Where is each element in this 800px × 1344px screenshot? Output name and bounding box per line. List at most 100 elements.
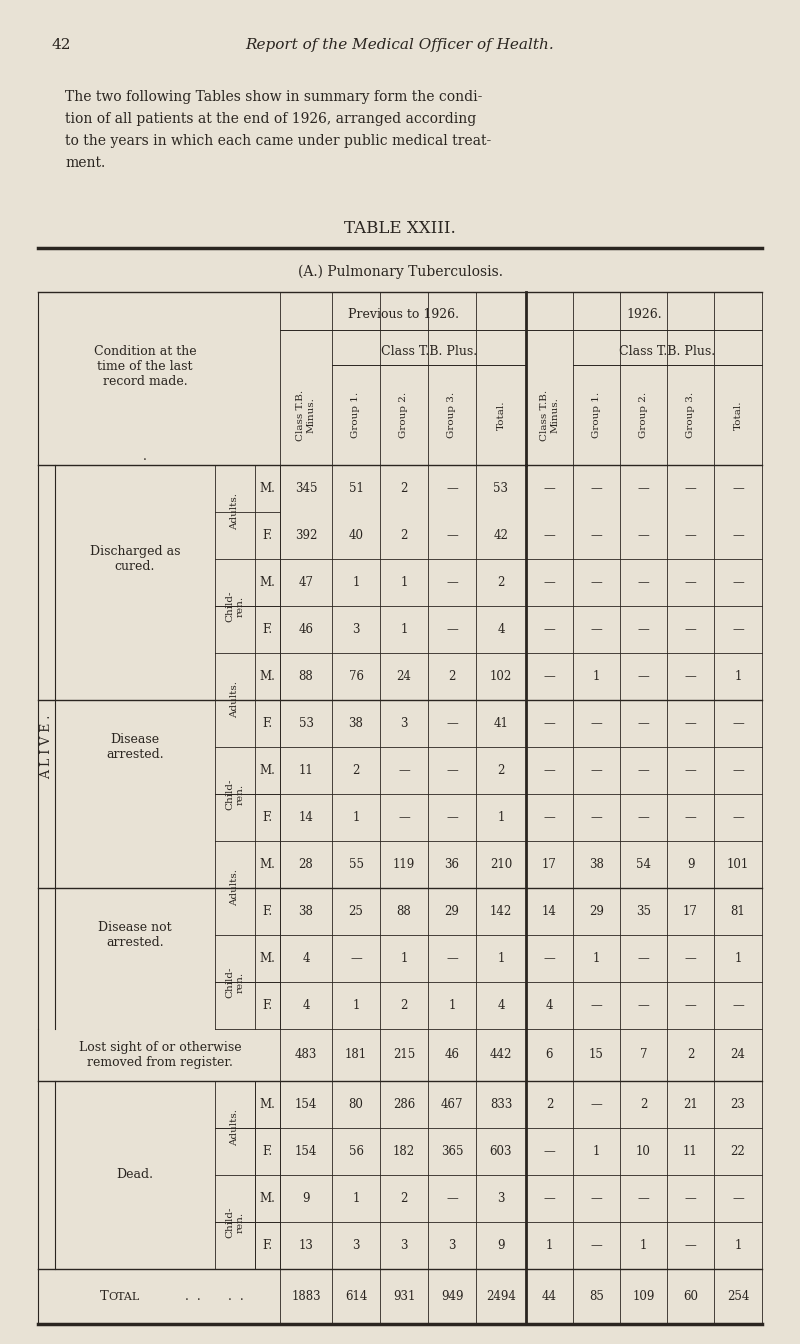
Text: Condition at the
time of the last
record made.: Condition at the time of the last record… (94, 345, 196, 388)
Text: 3: 3 (400, 1239, 408, 1253)
Text: —: — (732, 577, 744, 589)
Text: 88: 88 (298, 671, 314, 683)
Text: —: — (685, 716, 696, 730)
Text: —: — (685, 952, 696, 965)
Text: Disease not
arrested.: Disease not arrested. (98, 921, 172, 949)
Text: 1: 1 (734, 952, 742, 965)
Text: 467: 467 (441, 1098, 463, 1111)
Text: The two following Tables show in summary form the condi-: The two following Tables show in summary… (65, 90, 482, 103)
Text: 29: 29 (445, 905, 459, 918)
Text: 10: 10 (636, 1145, 651, 1159)
Text: 76: 76 (349, 671, 363, 683)
Text: F.: F. (262, 530, 273, 542)
Text: —: — (446, 482, 458, 495)
Text: 22: 22 (730, 1145, 746, 1159)
Text: —: — (685, 671, 696, 683)
Text: —: — (350, 952, 362, 965)
Text: 3: 3 (352, 624, 360, 636)
Text: 2: 2 (400, 1192, 408, 1206)
Text: 215: 215 (393, 1048, 415, 1062)
Text: 17: 17 (542, 857, 557, 871)
Text: 47: 47 (298, 577, 314, 589)
Text: —: — (398, 810, 410, 824)
Text: —: — (544, 624, 555, 636)
Text: 24: 24 (397, 671, 411, 683)
Text: —: — (590, 624, 602, 636)
Text: M.: M. (259, 952, 275, 965)
Text: 36: 36 (445, 857, 459, 871)
Text: —: — (732, 763, 744, 777)
Text: 4: 4 (302, 952, 310, 965)
Text: 11: 11 (298, 763, 314, 777)
Text: 1926.: 1926. (626, 308, 662, 321)
Text: Group 3.: Group 3. (447, 392, 457, 438)
Text: 85: 85 (589, 1290, 604, 1302)
Text: 154: 154 (295, 1145, 317, 1159)
Text: 1883: 1883 (291, 1290, 321, 1302)
Text: Adults.: Adults. (230, 493, 239, 531)
Text: —: — (544, 810, 555, 824)
Text: F.: F. (262, 999, 273, 1012)
Text: 2: 2 (687, 1048, 694, 1062)
Text: Report of the Medical Officer of Health.: Report of the Medical Officer of Health. (246, 38, 554, 52)
Text: 60: 60 (683, 1290, 698, 1302)
Text: Disease
arrested.: Disease arrested. (106, 732, 164, 761)
Text: —: — (638, 763, 650, 777)
Text: —: — (544, 1145, 555, 1159)
Text: 25: 25 (349, 905, 363, 918)
Text: T: T (100, 1290, 109, 1302)
Text: tion of all patients at the end of 1926, arranged according: tion of all patients at the end of 1926,… (65, 112, 476, 126)
Text: —: — (590, 577, 602, 589)
Text: F.: F. (262, 624, 273, 636)
Text: Discharged as
cured.: Discharged as cured. (90, 546, 180, 573)
Text: Group 2.: Group 2. (399, 392, 409, 438)
Text: 101: 101 (727, 857, 749, 871)
Text: 4: 4 (302, 999, 310, 1012)
Text: —: — (685, 1239, 696, 1253)
Text: 56: 56 (349, 1145, 363, 1159)
Text: 1: 1 (734, 1239, 742, 1253)
Text: 46: 46 (298, 624, 314, 636)
Text: 210: 210 (490, 857, 512, 871)
Text: 6: 6 (546, 1048, 554, 1062)
Text: —: — (544, 530, 555, 542)
Text: 1: 1 (400, 952, 408, 965)
Text: F.: F. (262, 1145, 273, 1159)
Text: —: — (544, 952, 555, 965)
Text: —: — (685, 624, 696, 636)
Text: Group 2.: Group 2. (639, 392, 648, 438)
Text: 2: 2 (400, 482, 408, 495)
Text: 603: 603 (490, 1145, 512, 1159)
Text: 2: 2 (640, 1098, 647, 1111)
Text: 3: 3 (498, 1192, 505, 1206)
Text: —: — (685, 763, 696, 777)
Text: 1: 1 (640, 1239, 647, 1253)
Text: 931: 931 (393, 1290, 415, 1302)
Text: —: — (544, 482, 555, 495)
Text: —: — (590, 1239, 602, 1253)
Text: Previous to 1926.: Previous to 1926. (347, 308, 458, 321)
Text: 365: 365 (441, 1145, 463, 1159)
Text: 614: 614 (345, 1290, 367, 1302)
Text: Group 1.: Group 1. (351, 392, 361, 438)
Text: Adults.: Adults. (230, 1110, 239, 1146)
Text: 2: 2 (448, 671, 456, 683)
Text: 7: 7 (640, 1048, 647, 1062)
Text: —: — (446, 763, 458, 777)
Text: 392: 392 (295, 530, 317, 542)
Text: F.: F. (262, 905, 273, 918)
Text: Child-
ren.: Child- ren. (226, 590, 245, 622)
Text: 119: 119 (393, 857, 415, 871)
Text: 2: 2 (546, 1098, 553, 1111)
Text: 42: 42 (494, 530, 509, 542)
Text: —: — (544, 577, 555, 589)
Text: 345: 345 (294, 482, 318, 495)
Text: 2: 2 (352, 763, 360, 777)
Text: 1: 1 (498, 952, 505, 965)
Text: 1: 1 (352, 577, 360, 589)
Text: —: — (544, 1192, 555, 1206)
Text: —: — (638, 952, 650, 965)
Text: —: — (685, 482, 696, 495)
Text: 154: 154 (295, 1098, 317, 1111)
Text: 1: 1 (448, 999, 456, 1012)
